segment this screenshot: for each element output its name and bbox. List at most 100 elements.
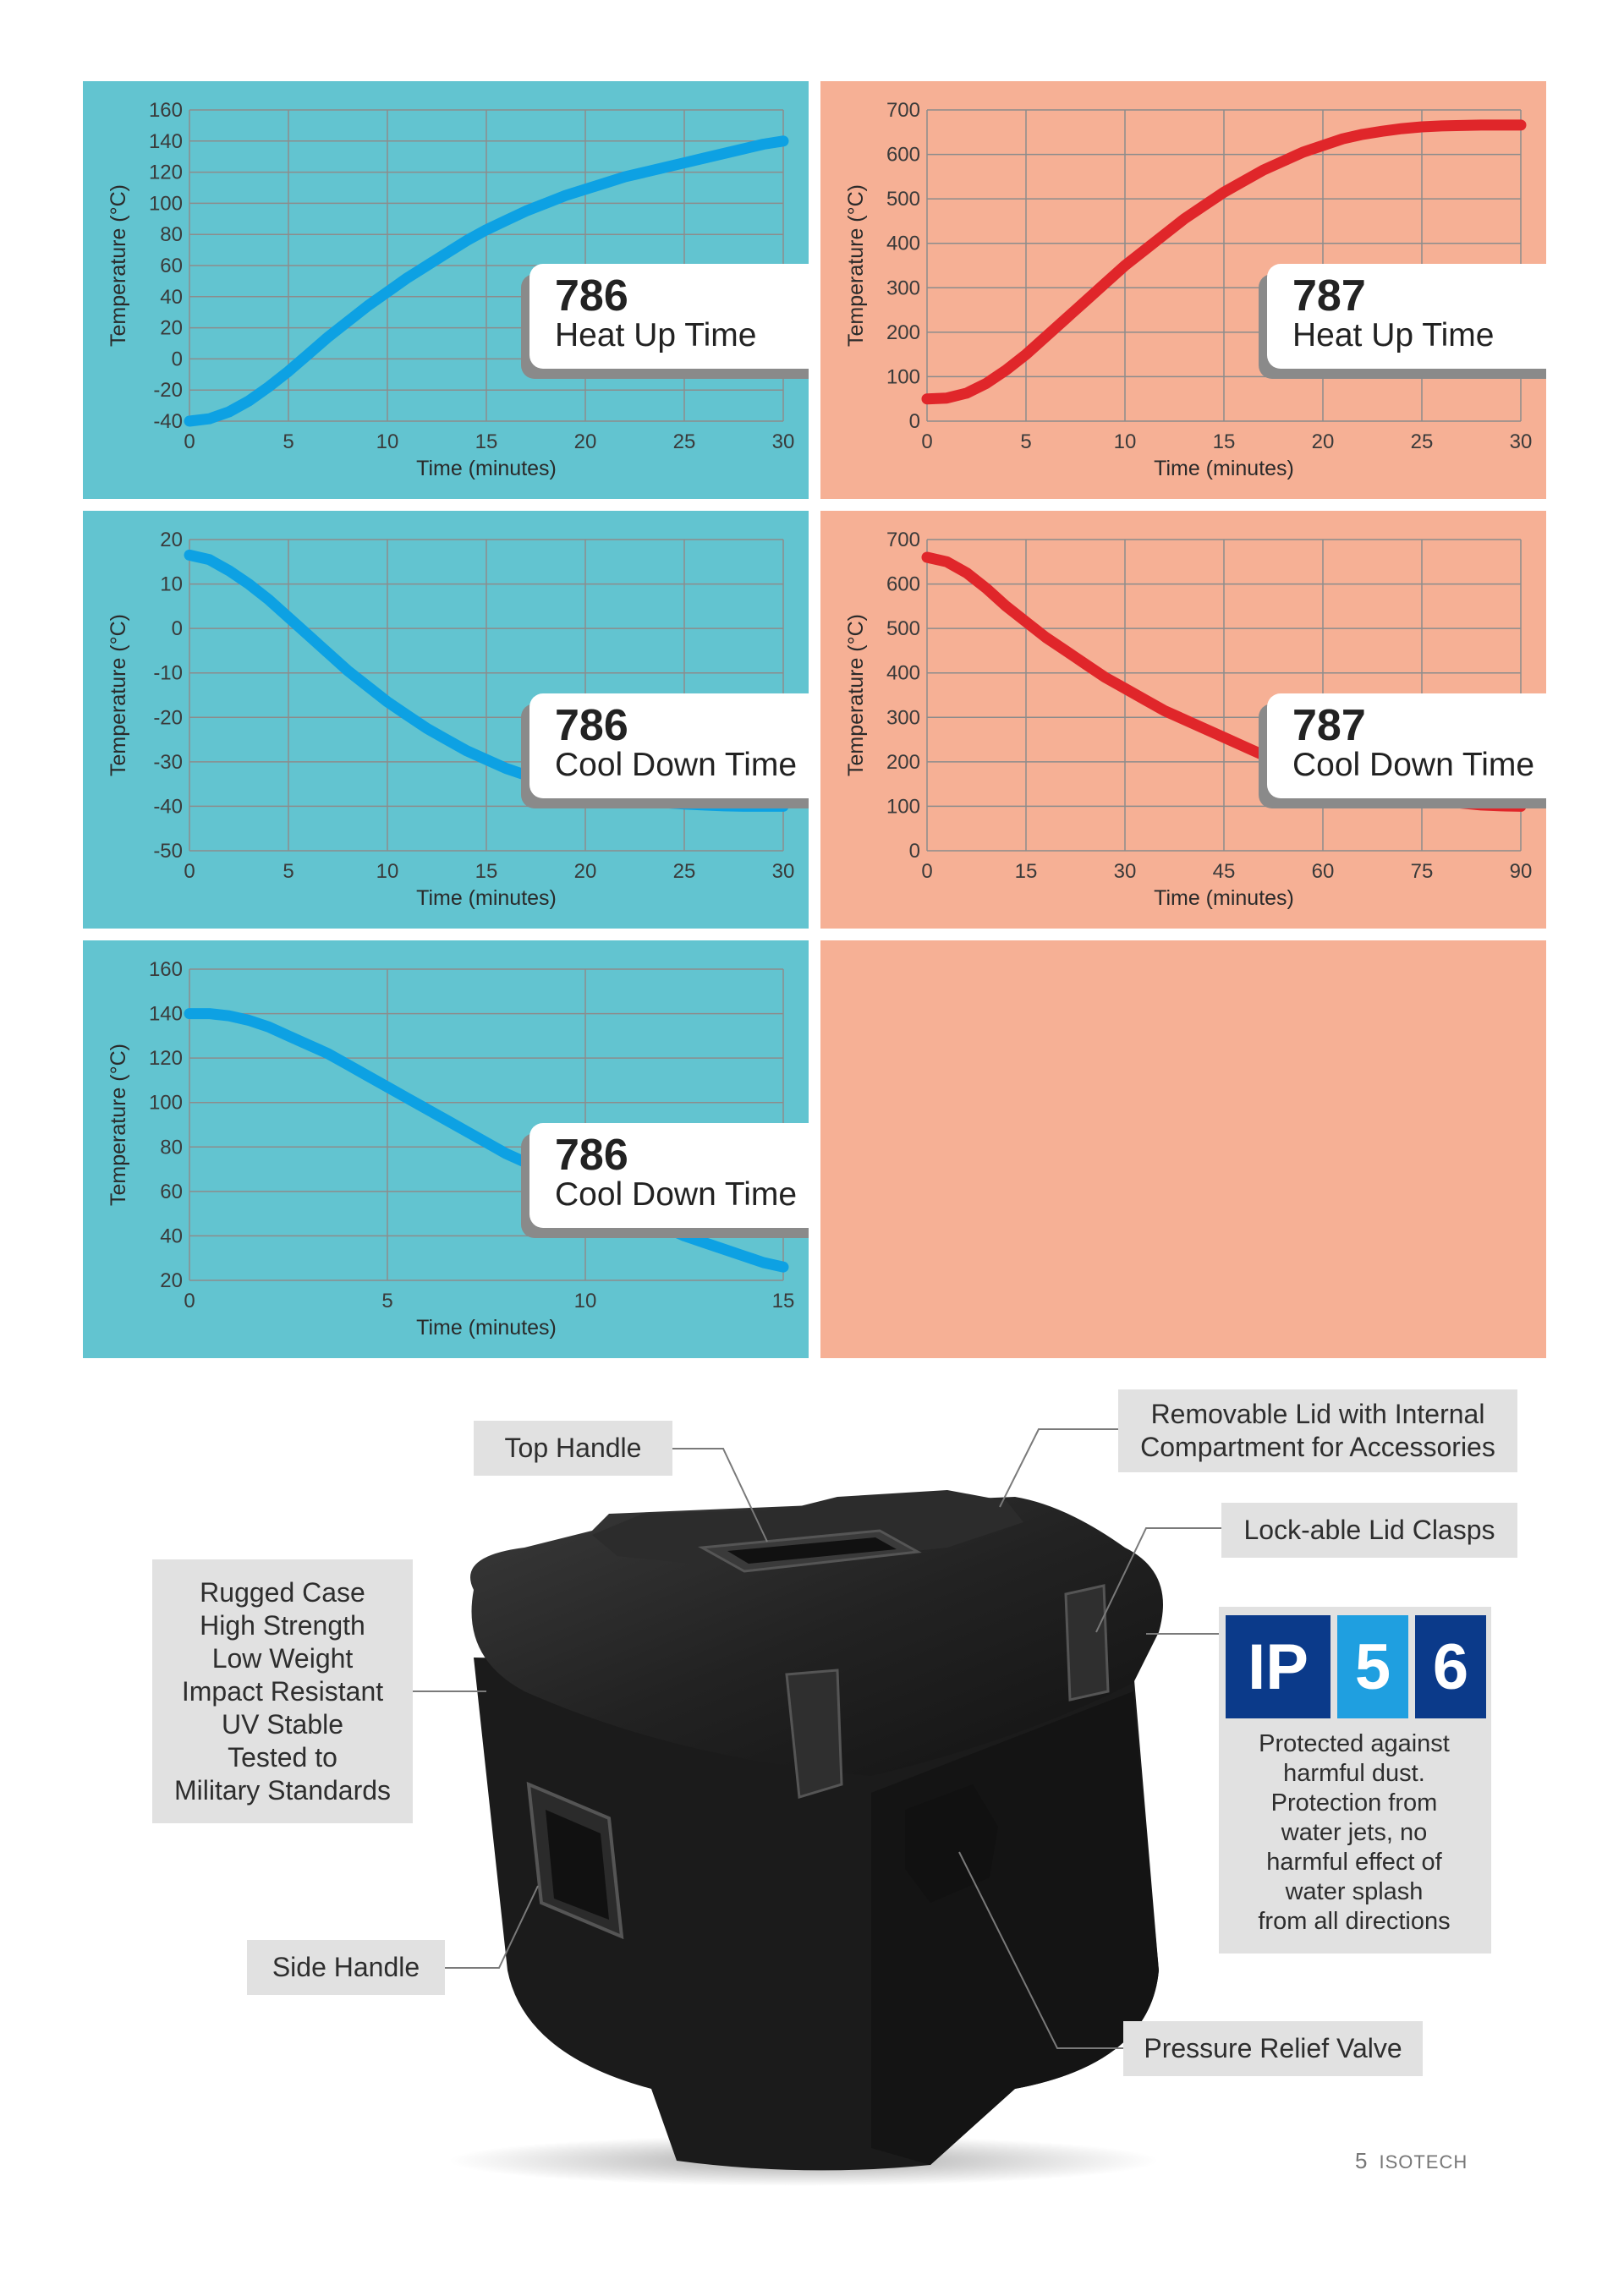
y-axis-label: Temperature (°C) <box>844 184 868 347</box>
x-tick-label: 10 <box>376 430 399 453</box>
page-footer: 5 ISOTECH <box>1355 2148 1468 2174</box>
chart-svg: 0 5 10 15 20 25 30 -50 -40 -30 -20 -10 0 10 20 Time (mi… <box>107 529 795 910</box>
y-tick-label: 600 <box>886 144 920 167</box>
page-number: 5 <box>1355 2148 1368 2173</box>
y-tick-label: -40 <box>153 795 183 818</box>
y-axis-label: Temperature (°C) <box>107 1044 130 1206</box>
x-tick-label: 0 <box>921 860 932 883</box>
y-tick-label: 400 <box>886 233 920 255</box>
y-tick-label: 80 <box>160 1136 183 1159</box>
y-tick-label: 100 <box>149 192 183 215</box>
y-tick-label: 600 <box>886 573 920 596</box>
y-axis-label: Temperature (°C) <box>844 614 868 776</box>
x-axis-label: Time (minutes) <box>416 1316 557 1340</box>
y-tick-label: 120 <box>149 162 183 184</box>
y-tick-label: 0 <box>909 410 920 433</box>
chart-title-badge: 787 Heat Up Time <box>1267 264 1546 369</box>
x-tick-label: 20 <box>574 430 597 453</box>
x-tick-label: 30 <box>1510 430 1533 453</box>
x-tick-label: 0 <box>184 1290 195 1312</box>
chart-title-badge: 786 Heat Up Time <box>529 264 809 369</box>
y-axis-label: Temperature (°C) <box>107 614 130 776</box>
y-tick-label: 100 <box>149 1092 183 1115</box>
ip-description-line-5: harmful effect of <box>1266 1849 1442 1876</box>
chart-title-badge: 786 Cool Down Time <box>529 693 809 798</box>
chart-title: Heat Up Time <box>555 317 757 353</box>
chart-panel-786-heat-up: 0 5 10 15 20 25 30 -40 -20 0 20 40 60 80 100 120 140 160 T… <box>83 81 809 499</box>
chart-title-badge: 786 Cool Down Time <box>529 1123 809 1228</box>
x-tick-label: 0 <box>184 430 195 453</box>
y-tick-label: 100 <box>886 365 920 388</box>
pressure-valve-label: Pressure Relief Valve <box>1144 2033 1402 2063</box>
y-tick-label: 200 <box>886 751 920 774</box>
x-axis-label: Time (minutes) <box>416 886 557 910</box>
y-tick-label: 10 <box>160 573 183 596</box>
ip-digit-water: 6 <box>1415 1615 1486 1718</box>
brand-name: ISOTECH <box>1379 2151 1468 2173</box>
y-tick-label: 120 <box>149 1047 183 1070</box>
x-tick-label: 25 <box>673 430 696 453</box>
x-tick-label: 15 <box>475 430 498 453</box>
x-tick-label: 15 <box>475 860 498 883</box>
x-tick-label: 15 <box>772 1290 795 1312</box>
x-tick-label: 30 <box>772 430 795 453</box>
callout-rugged-case: Rugged Case High Strength Low Weight Imp… <box>152 1559 413 1823</box>
top-handle-label: Top Handle <box>504 1433 642 1463</box>
rugged-case-line-3: Low Weight <box>211 1642 354 1674</box>
x-tick-label: 5 <box>283 860 294 883</box>
x-tick-label: 5 <box>381 1290 392 1312</box>
callout-leaders <box>413 1428 1221 2049</box>
x-tick-label: 45 <box>1213 860 1236 883</box>
callout-lid-clasps: Lock-able Lid Clasps <box>1221 1503 1517 1558</box>
ip-rating-box: IP 5 6 Protected against harmful dust. P… <box>1219 1607 1491 1954</box>
ip-description-line-2: harmful dust. <box>1283 1760 1425 1787</box>
x-tick-label: 20 <box>1312 430 1335 453</box>
chart-panel-787-heat-up: 0 5 10 15 20 25 30 0 100 200 300 400 500 600 700 Time (… <box>820 81 1546 499</box>
y-tick-label: 300 <box>886 277 920 299</box>
x-tick-label: 30 <box>772 860 795 883</box>
x-axis-label: Time (minutes) <box>416 457 557 480</box>
y-tick-label: -30 <box>153 751 183 774</box>
chart-panel-786-cool-down-2: 0 5 10 15 20 40 60 80 100 120 140 160 Time (minutes)… <box>83 940 809 1358</box>
y-tick-label: -50 <box>153 840 183 863</box>
y-tick-label: 60 <box>160 255 183 277</box>
y-tick-label: 200 <box>886 321 920 344</box>
removable-lid-line-2: Compartment for Accessories <box>1140 1432 1495 1462</box>
y-tick-label: 0 <box>909 840 920 863</box>
y-tick-label: 140 <box>149 1003 183 1026</box>
ip-description-line-3: Protection from <box>1270 1789 1438 1817</box>
x-tick-label: 25 <box>1411 430 1434 453</box>
x-tick-label: 30 <box>1114 860 1137 883</box>
y-tick-label: 500 <box>886 617 920 640</box>
series-line <box>921 119 1527 405</box>
y-tick-label: 20 <box>160 529 183 551</box>
rugged-case-line-6: Tested to <box>228 1741 337 1773</box>
series-line <box>184 135 789 427</box>
y-tick-label: 0 <box>172 348 183 370</box>
x-tick-label: 5 <box>283 430 294 453</box>
y-tick-label: 20 <box>160 317 183 340</box>
y-tick-label: 300 <box>886 706 920 729</box>
ip-description-line-6: water splash <box>1285 1878 1424 1905</box>
y-tick-label: 160 <box>149 958 183 981</box>
x-axis-label: Time (minutes) <box>1154 886 1294 910</box>
chart-title: Cool Down Time <box>555 747 798 783</box>
ip-digit-dust: 5 <box>1337 1615 1408 1718</box>
y-tick-label: 0 <box>172 617 183 640</box>
chart-model-number: 787 <box>1292 271 1366 321</box>
rugged-case-line-4: Impact Resistant <box>181 1675 384 1707</box>
y-tick-label: 700 <box>886 529 920 551</box>
chart-model-number: 786 <box>555 271 628 321</box>
callout-pressure-valve: Pressure Relief Valve <box>1123 2021 1423 2076</box>
callout-top-handle: Top Handle <box>474 1421 672 1476</box>
side-handle-label: Side Handle <box>272 1952 420 1982</box>
x-axis-label: Time (minutes) <box>1154 457 1294 480</box>
x-tick-label: 0 <box>184 860 195 883</box>
ip-prefix: IP <box>1226 1615 1330 1718</box>
x-tick-label: 10 <box>376 860 399 883</box>
case-image <box>448 1490 1163 2186</box>
ip-description-line-7: from all directions <box>1258 1908 1451 1935</box>
rugged-case-line-2: High Strength <box>200 1609 365 1641</box>
